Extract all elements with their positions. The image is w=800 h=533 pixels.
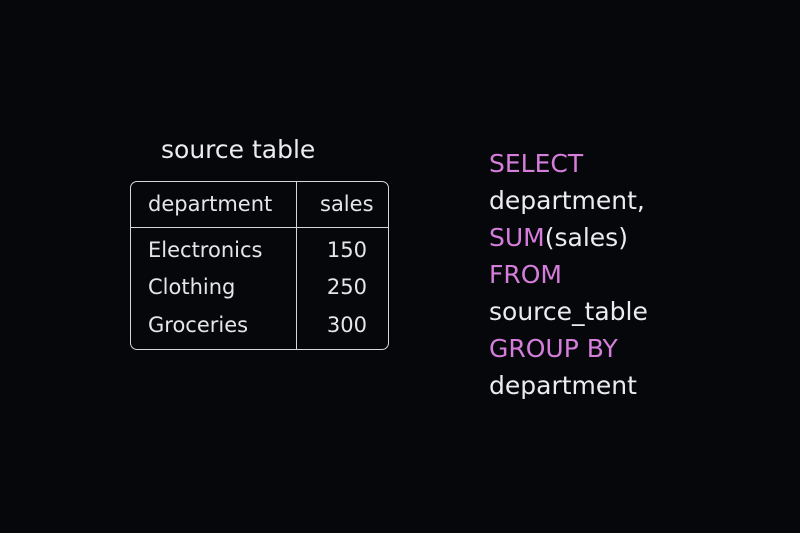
header-divider xyxy=(131,227,388,228)
select-column: department, xyxy=(489,186,645,215)
sql-line-select-column: department, xyxy=(489,182,648,219)
table-caption: source table xyxy=(161,135,316,164)
cell-department: Electronics xyxy=(148,238,263,262)
sum-argument: (sales) xyxy=(544,223,628,252)
sql-line-group-by: GROUP BY xyxy=(489,330,648,367)
cell-sales: 250 xyxy=(326,275,367,299)
keyword-sum: SUM xyxy=(489,223,545,252)
column-header-department: department xyxy=(148,192,273,216)
group-column: department xyxy=(489,371,637,400)
sql-line-from-table: source_table xyxy=(489,293,648,330)
sql-query: SELECT department, SUM(sales) FROM sourc… xyxy=(489,145,648,404)
column-header-sales: sales xyxy=(320,192,374,216)
cell-sales: 150 xyxy=(326,238,367,262)
keyword-group-by: GROUP BY xyxy=(489,334,618,363)
sql-line-aggregate: SUM(sales) xyxy=(489,219,648,256)
sql-line-from: FROM xyxy=(489,256,648,293)
cell-department: Clothing xyxy=(148,275,236,299)
sql-line-select: SELECT xyxy=(489,145,648,182)
keyword-select: SELECT xyxy=(489,149,584,178)
sql-line-group-column: department xyxy=(489,367,648,404)
from-table: source_table xyxy=(489,297,648,326)
column-divider xyxy=(296,182,297,349)
cell-sales: 300 xyxy=(326,313,367,337)
source-table: department sales Electronics 150 Clothin… xyxy=(130,181,389,350)
keyword-from: FROM xyxy=(489,260,562,289)
cell-department: Groceries xyxy=(148,313,249,337)
